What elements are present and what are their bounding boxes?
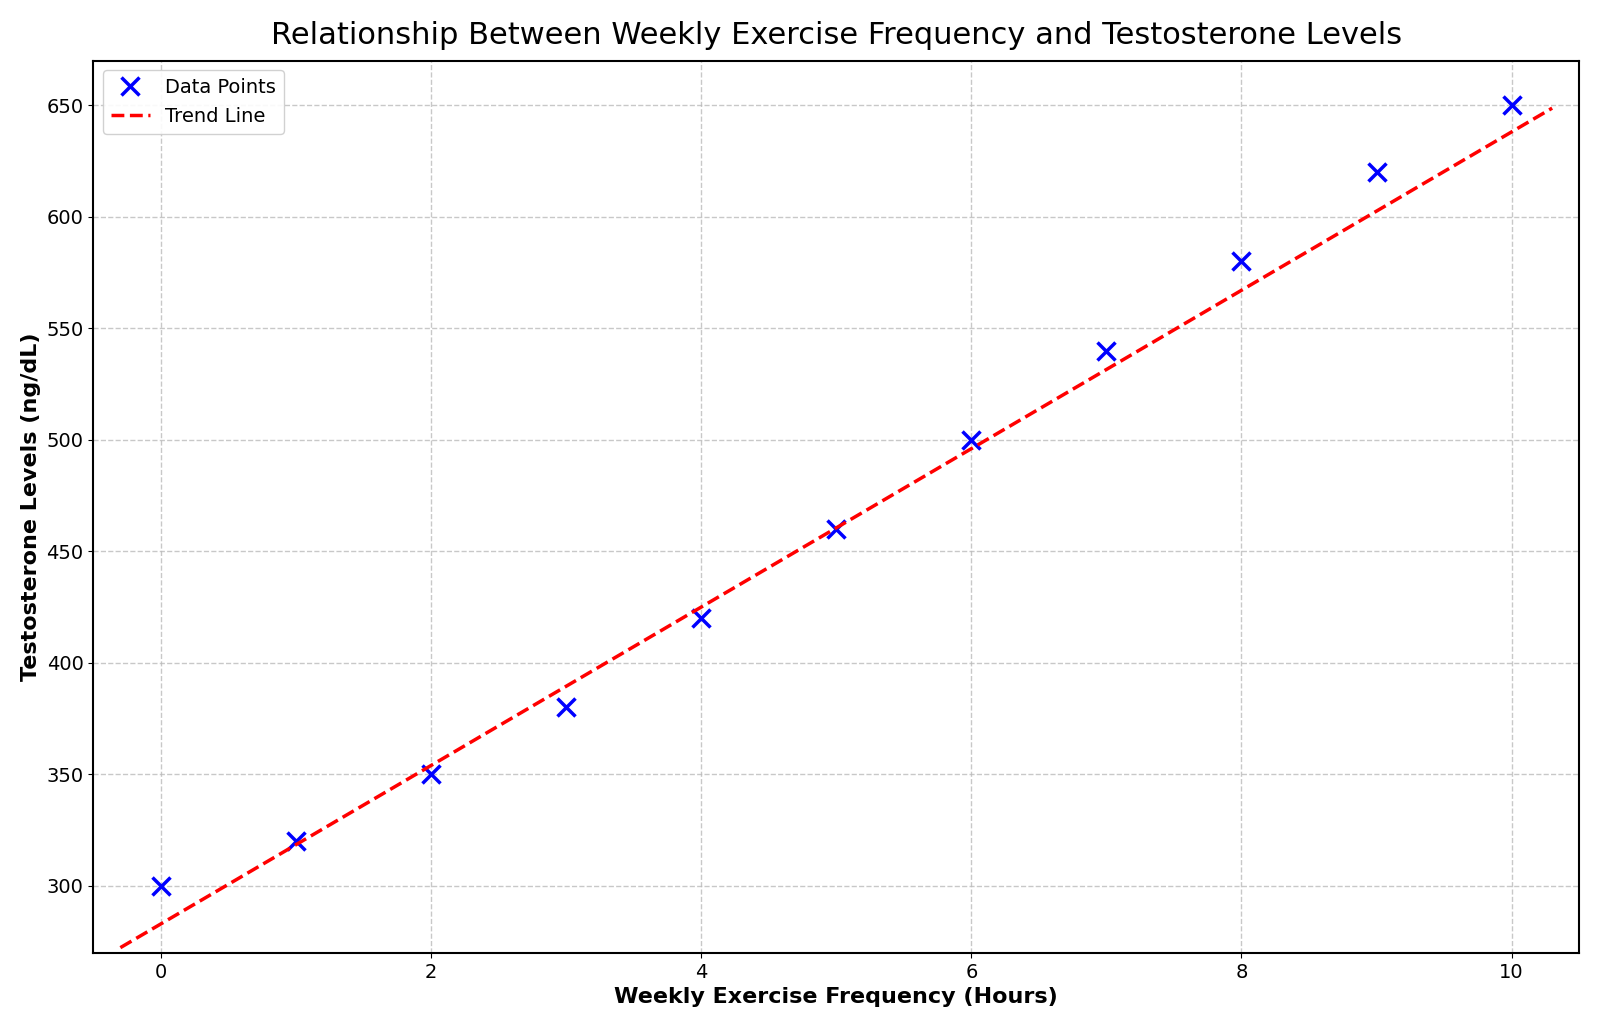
Data Points xyxy=(1366,166,1386,178)
Legend: Data Points, Trend Line: Data Points, Trend Line xyxy=(102,70,283,134)
Data Points xyxy=(827,523,846,536)
Data Points xyxy=(1098,344,1117,357)
Title: Relationship Between Weekly Exercise Frequency and Testosterone Levels: Relationship Between Weekly Exercise Fre… xyxy=(270,21,1402,49)
Data Points xyxy=(1502,99,1522,111)
Line: Data Points: Data Points xyxy=(152,96,1520,895)
X-axis label: Weekly Exercise Frequency (Hours): Weekly Exercise Frequency (Hours) xyxy=(614,987,1058,1007)
Y-axis label: Testosterone Levels (ng/dL): Testosterone Levels (ng/dL) xyxy=(21,332,42,681)
Data Points xyxy=(152,880,171,892)
Data Points xyxy=(421,768,440,780)
Data Points xyxy=(962,434,981,446)
Data Points xyxy=(286,835,306,847)
Data Points xyxy=(557,701,576,713)
Data Points xyxy=(691,612,710,624)
Data Points xyxy=(1232,255,1251,267)
